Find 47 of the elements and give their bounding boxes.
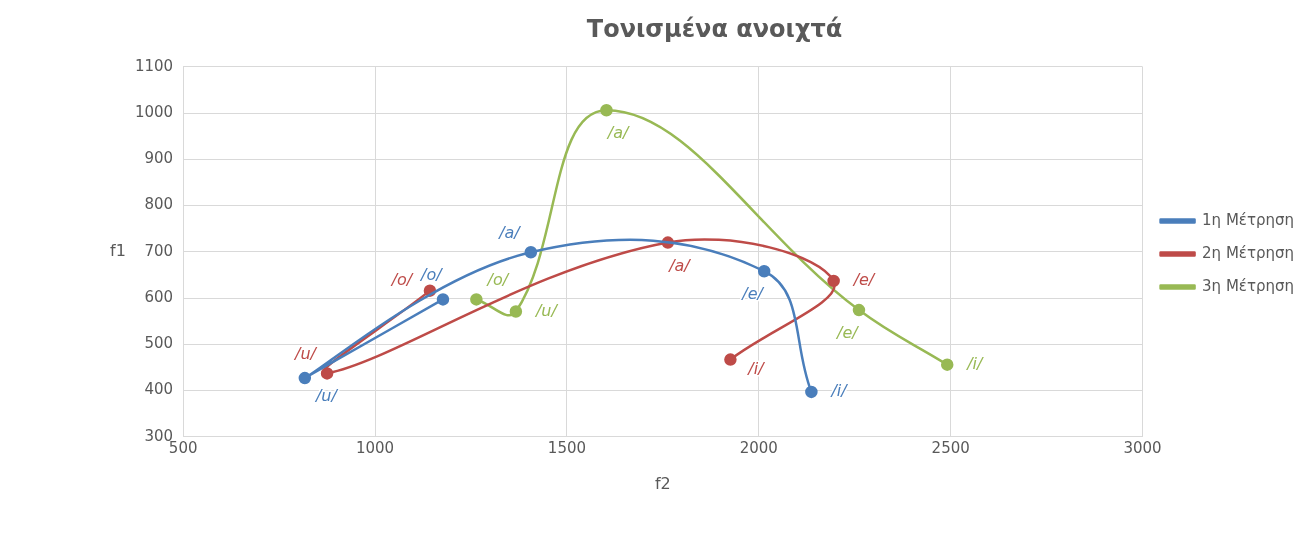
y-tick-label: 900	[144, 149, 174, 168]
x-axis-title: f2	[654, 473, 671, 493]
data-label: /e/	[851, 270, 876, 290]
data-label: /u/	[533, 300, 559, 320]
y-tick-label: 500	[144, 334, 174, 353]
y-axis-title: f1	[110, 240, 126, 260]
data-label: /i/	[829, 381, 849, 401]
data-label: /o/	[419, 264, 444, 284]
x-tick-label: 2500	[931, 438, 970, 457]
y-tick-label: 600	[144, 287, 174, 306]
point	[436, 293, 450, 306]
y-tick-label: 1000	[134, 102, 174, 121]
point	[940, 358, 954, 371]
data-label: /u/	[293, 344, 318, 364]
data-label: /u/	[313, 385, 339, 405]
point	[509, 305, 523, 318]
point	[320, 367, 334, 380]
point	[600, 104, 613, 117]
point	[852, 303, 866, 317]
legend-label: 3η Μέτρηση	[1202, 276, 1295, 295]
point	[757, 264, 771, 278]
data-label: /a/	[667, 255, 692, 275]
x-tick-label: 2000	[739, 438, 778, 457]
y-tick-label: 700	[144, 241, 174, 260]
point	[805, 385, 818, 399]
point	[298, 371, 312, 385]
data-label: /i/	[965, 353, 985, 373]
data-label: /a/	[497, 223, 522, 243]
legend-label: 1η Μέτρηση	[1202, 210, 1295, 229]
data-label: /a/	[605, 123, 630, 143]
legend-label: 2η Μέτρηση	[1202, 243, 1295, 262]
x-tick-label: 1500	[547, 438, 587, 457]
point	[524, 246, 538, 259]
y-tick-label: 400	[144, 380, 174, 399]
data-label: /e/	[835, 323, 860, 343]
y-tick-label: 1100	[134, 56, 174, 75]
point	[724, 353, 737, 366]
point	[470, 293, 483, 306]
data-label: /o/	[389, 269, 414, 289]
point	[827, 274, 840, 288]
x-tick-label: 1000	[355, 438, 395, 457]
data-label: /o/	[485, 270, 510, 290]
x-tick-label: 3000	[1123, 438, 1162, 457]
y-tick-label: 800	[144, 195, 174, 214]
data-label: /i/	[746, 358, 766, 378]
chart-title: Τονισμένα ανοιχτά	[586, 14, 843, 43]
data-label: /e/	[740, 284, 765, 304]
